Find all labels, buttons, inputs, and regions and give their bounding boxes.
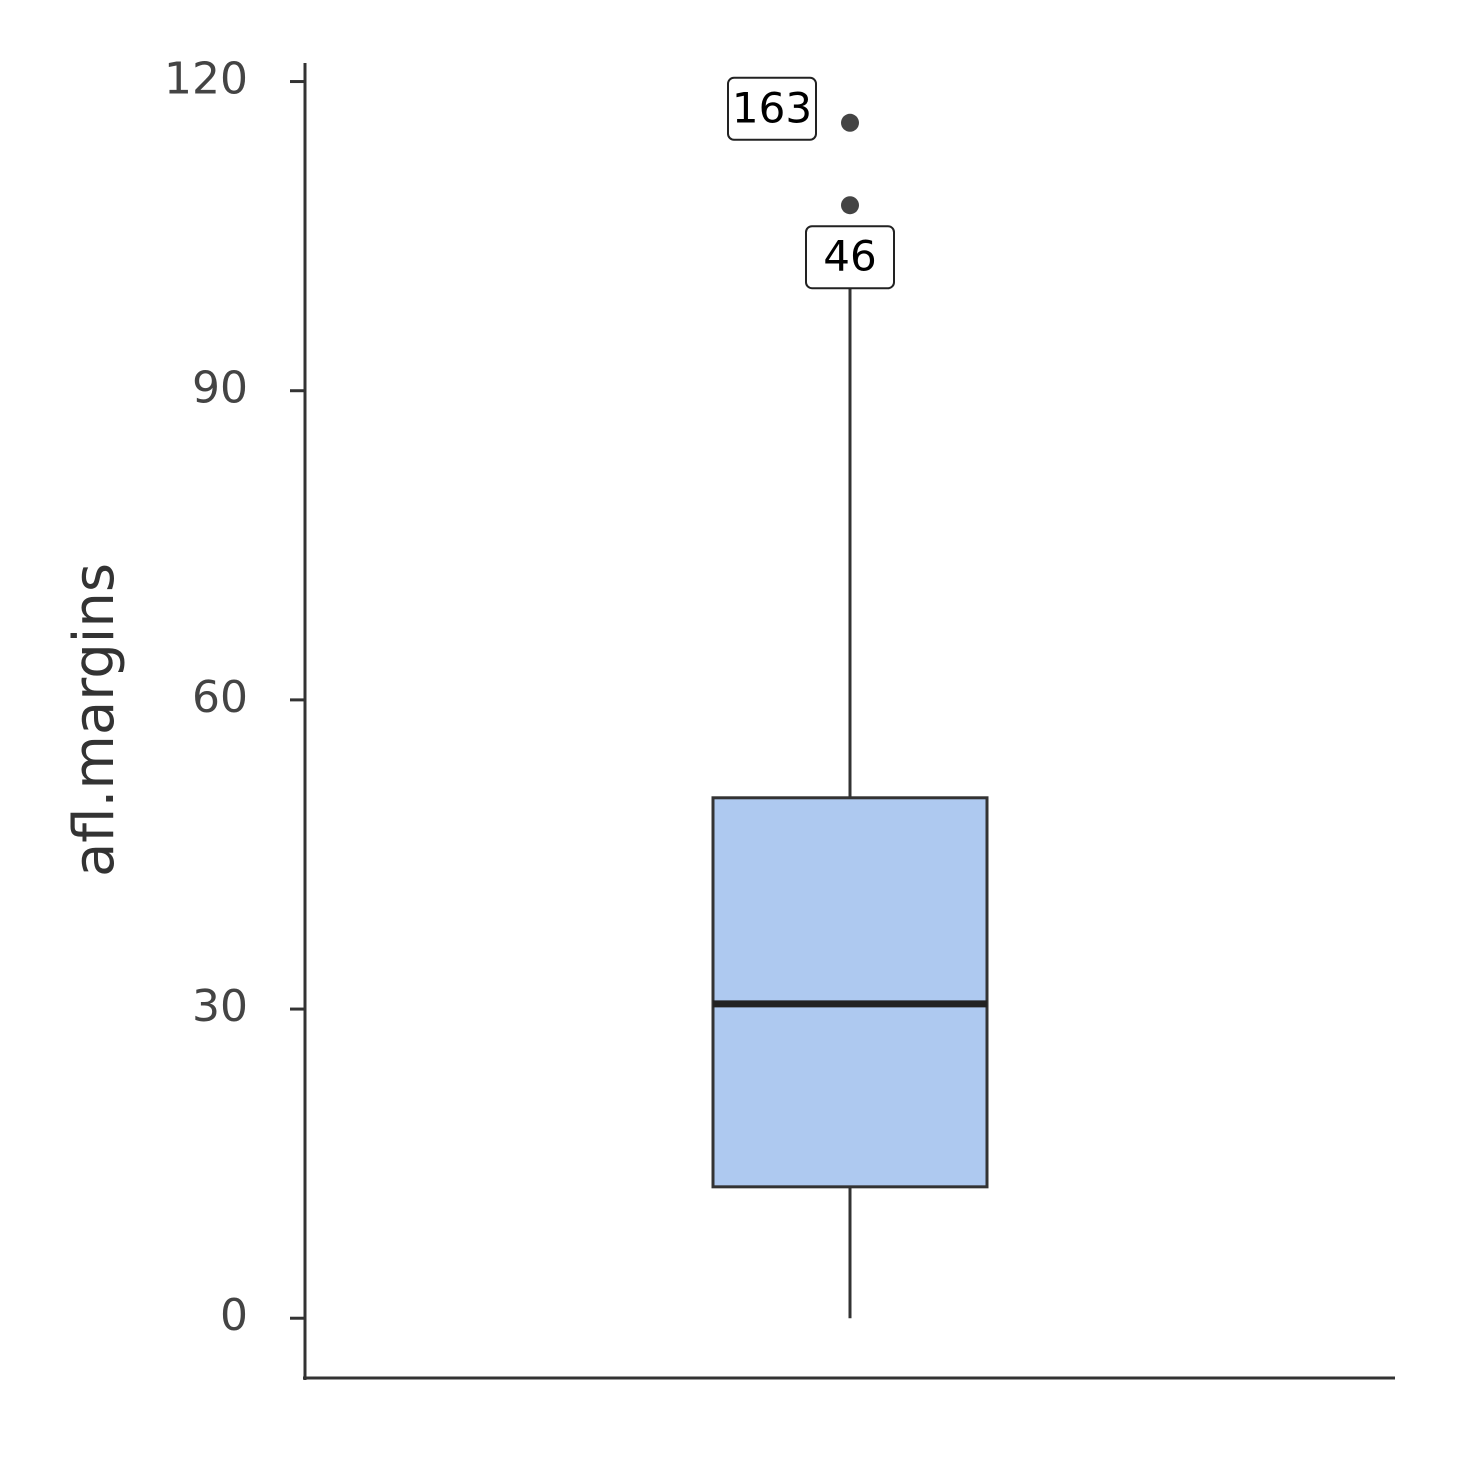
y-tick-label: 120	[164, 54, 248, 105]
outlier-label: 163	[732, 83, 812, 132]
outlier	[841, 196, 859, 215]
outlier-label: 46	[823, 232, 876, 281]
outlier-label-box	[727, 76, 817, 141]
y-axis-label: afl.margins	[62, 563, 127, 877]
y-tick-label: 0	[220, 1290, 248, 1341]
outlier	[841, 113, 859, 132]
y-tick-label: 90	[192, 363, 248, 414]
outlier-label-box	[805, 225, 895, 290]
y-tick-label: 60	[192, 672, 248, 723]
box-body	[711, 796, 989, 1189]
y-tick-label: 30	[192, 981, 248, 1032]
